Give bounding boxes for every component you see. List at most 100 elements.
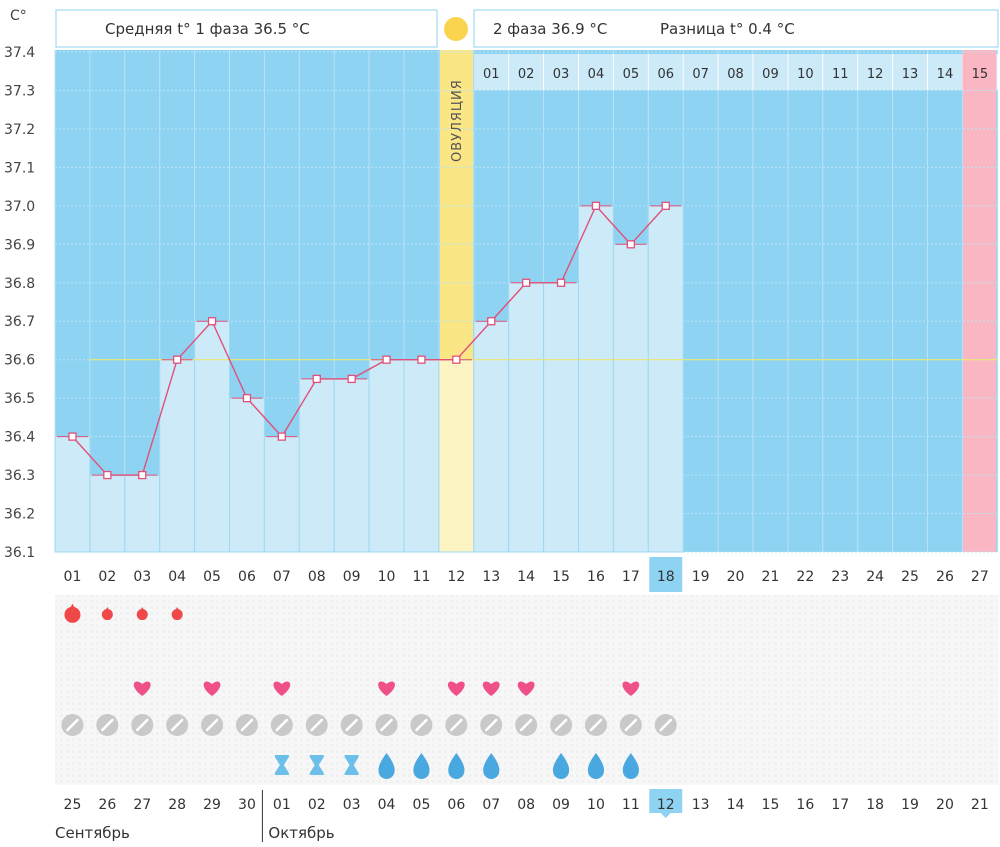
cycle-day-label[interactable]: 11 — [413, 569, 431, 585]
calendar-date-label[interactable]: 03 — [343, 797, 361, 813]
cycle-day-label[interactable]: 03 — [133, 569, 151, 585]
calendar-date-label[interactable]: 13 — [692, 797, 710, 813]
fluid-drop-icon[interactable] — [552, 753, 570, 779]
fluid-drop-icon[interactable] — [448, 753, 465, 779]
forecast-column — [963, 50, 996, 552]
calendar-date-label[interactable]: 02 — [308, 797, 326, 813]
cycle-day-labels: 01 02 03 04 05 06 07 08 09 10 11 12 13 14 15 16 17 18 19 20… — [64, 557, 989, 592]
temperature-point — [68, 432, 77, 441]
heart-icon[interactable] — [133, 681, 151, 696]
post-ovulation-day-label: 11 — [832, 67, 849, 82]
cycle-day-label[interactable]: 13 — [482, 569, 500, 585]
month-label: Октябрь — [268, 824, 334, 842]
header-diff-label: Разница t° 0.4 °C — [660, 20, 795, 38]
hourglass-icon[interactable] — [344, 755, 359, 775]
cycle-day-label[interactable]: 25 — [901, 569, 919, 585]
calendar-date-label[interactable]: 14 — [727, 797, 745, 813]
calendar-date-label[interactable]: 09 — [552, 797, 570, 813]
heart-icon[interactable] — [517, 681, 535, 696]
calendar-date-label[interactable]: 28 — [168, 797, 186, 813]
calendar-date-label[interactable]: 17 — [831, 797, 849, 813]
calendar-date-label[interactable]: 27 — [133, 797, 151, 813]
bleeding-drop-icon[interactable] — [171, 609, 183, 621]
cycle-day-label[interactable]: 26 — [936, 569, 954, 585]
hourglass-icon[interactable] — [309, 755, 324, 775]
post-ovulation-day-label: 07 — [692, 67, 709, 82]
temperature-bar — [159, 359, 196, 553]
cycle-day-label[interactable]: 02 — [98, 569, 116, 585]
post-ovulation-day-label: 09 — [762, 67, 779, 82]
temperature-points — [57, 201, 682, 480]
cycle-day-label[interactable]: 05 — [203, 569, 221, 585]
cycle-day-label[interactable]: 15 — [552, 569, 570, 585]
header-phase2-box — [473, 9, 999, 48]
cycle-day-label[interactable]: 12 — [447, 569, 465, 585]
heart-icon[interactable] — [482, 681, 500, 696]
bleeding-drop-icon[interactable] — [136, 609, 148, 621]
calendar-date-label[interactable]: 12 — [657, 797, 675, 813]
header-phase1-label: Средняя t° 1 фаза 36.5 °C — [105, 20, 310, 38]
cycle-day-label[interactable]: 19 — [692, 569, 710, 585]
bleeding-drop-icon[interactable] — [101, 609, 113, 621]
cycle-day-label[interactable]: 04 — [168, 569, 186, 585]
calendar-date-label[interactable]: 20 — [936, 797, 954, 813]
cycle-day-label[interactable]: 16 — [587, 569, 605, 585]
cycle-day-label[interactable]: 23 — [831, 569, 849, 585]
calendar-date-label[interactable]: 10 — [587, 797, 605, 813]
post-ovulation-day-label: 03 — [553, 67, 570, 82]
cycle-day-label[interactable]: 22 — [796, 569, 814, 585]
calendar-date-label[interactable]: 01 — [273, 797, 291, 813]
heart-icon[interactable] — [447, 681, 465, 696]
calendar-date-label[interactable]: 05 — [413, 797, 431, 813]
calendar-date-label[interactable]: 29 — [203, 797, 221, 813]
cycle-day-label[interactable]: 21 — [762, 569, 780, 585]
cycle-day-label[interactable]: 09 — [343, 569, 361, 585]
cycle-day-label[interactable]: 24 — [866, 569, 884, 585]
calendar-date-label[interactable]: 15 — [762, 797, 780, 813]
temperature-bar — [473, 320, 510, 553]
post-ovulation-day-label: 01 — [483, 67, 500, 82]
fluid-drop-icon[interactable] — [413, 753, 430, 779]
cycle-day-label[interactable]: 08 — [308, 569, 326, 585]
cycle-day-label[interactable]: 01 — [64, 569, 82, 585]
cycle-day-label[interactable]: 14 — [517, 569, 535, 585]
cycle-day-label[interactable]: 10 — [378, 569, 396, 585]
pill-line — [101, 718, 114, 732]
calendar-date-label[interactable]: 08 — [517, 797, 535, 813]
calendar-date-label[interactable]: 30 — [238, 797, 256, 813]
cycle-day-label[interactable]: 18 — [657, 569, 675, 585]
calendar-date-label[interactable]: 07 — [482, 797, 500, 813]
heart-icon[interactable] — [378, 681, 395, 696]
fluid-drop-icon[interactable] — [483, 753, 500, 779]
calendar-date-label[interactable]: 18 — [866, 797, 884, 813]
hourglass-icon[interactable] — [274, 755, 289, 775]
calendar-date-label[interactable]: 04 — [378, 797, 396, 813]
calendar-date-label[interactable]: 19 — [901, 797, 919, 813]
fluid-drop-icon[interactable] — [622, 753, 639, 779]
calendar-date-label[interactable]: 11 — [622, 797, 640, 813]
post-ovulation-day-label: 02 — [518, 67, 535, 82]
heart-icon[interactable] — [273, 681, 291, 696]
temperature-bar — [263, 436, 300, 553]
post-ovulation-strip — [474, 54, 998, 90]
cycle-day-label[interactable]: 20 — [727, 569, 745, 585]
pill-line — [415, 718, 428, 732]
heart-icon[interactable] — [203, 681, 221, 696]
calendar-date-label[interactable]: 21 — [971, 797, 989, 813]
y-tick-label: 36.6 — [4, 353, 35, 369]
fluid-drop-icon[interactable] — [378, 753, 395, 779]
calendar-date-label[interactable]: 25 — [64, 797, 82, 813]
cycle-day-label[interactable]: 07 — [273, 569, 291, 585]
calendar-date-label[interactable]: 16 — [796, 797, 814, 813]
cycle-day-label[interactable]: 06 — [238, 569, 256, 585]
calendar-date-label[interactable]: 06 — [447, 797, 465, 813]
cycle-day-label[interactable]: 27 — [971, 569, 989, 585]
cycle-day-label[interactable]: 17 — [622, 569, 640, 585]
month-label: Сентябрь — [55, 824, 130, 842]
y-tick-label: 36.1 — [4, 545, 35, 561]
fluid-drop-icon[interactable] — [587, 753, 605, 779]
calendar-date-label[interactable]: 26 — [98, 797, 116, 813]
heart-icon[interactable] — [622, 681, 640, 696]
bleeding-drop-icon[interactable] — [64, 606, 81, 623]
temperature-point — [522, 278, 531, 287]
